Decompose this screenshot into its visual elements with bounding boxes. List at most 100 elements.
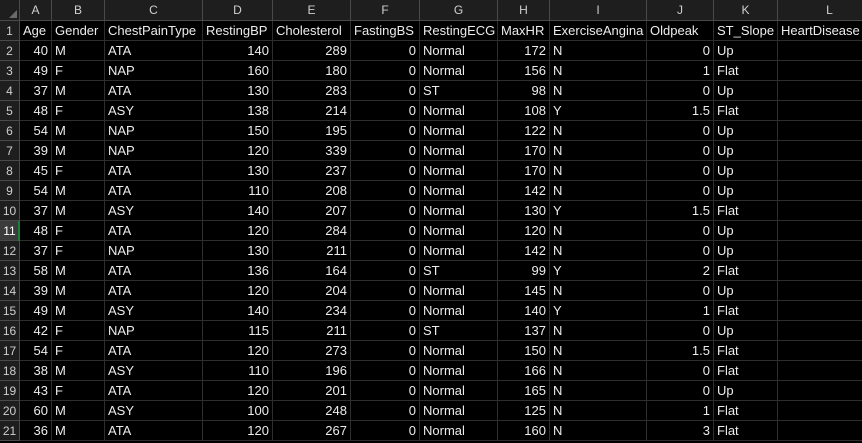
- table-cell[interactable]: 0: [647, 81, 714, 101]
- table-cell[interactable]: 49: [20, 61, 52, 81]
- table-cell[interactable]: M: [52, 181, 105, 201]
- table-cell[interactable]: Y: [550, 101, 647, 121]
- table-cell[interactable]: 0: [778, 381, 862, 401]
- table-cell[interactable]: 0: [351, 161, 420, 181]
- table-cell[interactable]: Y: [550, 201, 647, 221]
- table-cell[interactable]: N: [550, 361, 647, 381]
- table-cell[interactable]: 108: [498, 101, 550, 121]
- table-cell[interactable]: M: [52, 281, 105, 301]
- table-cell[interactable]: 0: [647, 321, 714, 341]
- table-cell[interactable]: 0: [647, 181, 714, 201]
- table-cell[interactable]: N: [550, 321, 647, 341]
- table-cell[interactable]: 125: [498, 401, 550, 421]
- table-cell[interactable]: 0: [778, 341, 862, 361]
- table-cell[interactable]: 164: [273, 261, 351, 281]
- table-cell[interactable]: 284: [273, 221, 351, 241]
- table-cell[interactable]: M: [52, 121, 105, 141]
- table-cell[interactable]: NAP: [105, 61, 203, 81]
- table-cell[interactable]: 0: [351, 61, 420, 81]
- table-cell[interactable]: 40: [20, 41, 52, 61]
- table-cell[interactable]: M: [52, 301, 105, 321]
- table-cell[interactable]: 1: [778, 301, 862, 321]
- column-header-k[interactable]: K: [714, 0, 778, 21]
- table-cell[interactable]: 100: [203, 401, 273, 421]
- table-cell[interactable]: Normal: [420, 101, 498, 121]
- table-cell[interactable]: 211: [273, 321, 351, 341]
- table-cell[interactable]: 54: [20, 181, 52, 201]
- row-header-21[interactable]: 21: [0, 421, 20, 441]
- table-cell[interactable]: 0: [778, 241, 862, 261]
- table-cell[interactable]: Up: [714, 41, 778, 61]
- table-cell[interactable]: 37: [20, 81, 52, 101]
- table-cell[interactable]: 1: [647, 301, 714, 321]
- table-cell[interactable]: F: [52, 381, 105, 401]
- table-cell[interactable]: 99: [498, 261, 550, 281]
- table-cell[interactable]: Normal: [420, 121, 498, 141]
- table-cell[interactable]: F: [52, 221, 105, 241]
- row-header-14[interactable]: 14: [0, 281, 20, 301]
- table-cell[interactable]: 48: [20, 101, 52, 121]
- table-cell[interactable]: M: [52, 421, 105, 441]
- table-cell[interactable]: 0: [351, 261, 420, 281]
- table-cell[interactable]: 110: [203, 361, 273, 381]
- table-cell[interactable]: 120: [203, 421, 273, 441]
- table-cell[interactable]: N: [550, 181, 647, 201]
- header-cell-heartdisease[interactable]: HeartDisease: [778, 21, 862, 41]
- table-cell[interactable]: 48: [20, 221, 52, 241]
- table-cell[interactable]: 137: [498, 321, 550, 341]
- table-cell[interactable]: Up: [714, 161, 778, 181]
- table-cell[interactable]: Up: [714, 121, 778, 141]
- header-cell-restingecg[interactable]: RestingECG: [420, 21, 498, 41]
- table-cell[interactable]: 140: [203, 201, 273, 221]
- table-cell[interactable]: Flat: [714, 301, 778, 321]
- table-cell[interactable]: N: [550, 281, 647, 301]
- table-cell[interactable]: M: [52, 41, 105, 61]
- table-cell[interactable]: 142: [498, 181, 550, 201]
- table-cell[interactable]: M: [52, 261, 105, 281]
- table-cell[interactable]: 120: [203, 221, 273, 241]
- table-cell[interactable]: Normal: [420, 41, 498, 61]
- table-cell[interactable]: M: [52, 401, 105, 421]
- table-cell[interactable]: 3: [647, 421, 714, 441]
- table-cell[interactable]: 0: [351, 341, 420, 361]
- table-cell[interactable]: ASY: [105, 361, 203, 381]
- table-cell[interactable]: 1.5: [647, 341, 714, 361]
- row-header-2[interactable]: 2: [0, 41, 20, 61]
- table-cell[interactable]: 156: [498, 61, 550, 81]
- row-header-17[interactable]: 17: [0, 341, 20, 361]
- table-cell[interactable]: 45: [20, 161, 52, 181]
- table-cell[interactable]: 0: [647, 241, 714, 261]
- table-cell[interactable]: Flat: [714, 361, 778, 381]
- table-cell[interactable]: 1: [778, 421, 862, 441]
- table-cell[interactable]: Normal: [420, 61, 498, 81]
- table-cell[interactable]: 0: [351, 201, 420, 221]
- row-header-13[interactable]: 13: [0, 261, 20, 281]
- table-cell[interactable]: N: [550, 81, 647, 101]
- table-cell[interactable]: 0: [351, 101, 420, 121]
- table-cell[interactable]: 145: [498, 281, 550, 301]
- table-cell[interactable]: 0: [351, 41, 420, 61]
- table-cell[interactable]: 0: [778, 281, 862, 301]
- table-cell[interactable]: 0: [351, 181, 420, 201]
- table-cell[interactable]: 1: [647, 61, 714, 81]
- table-cell[interactable]: 170: [498, 141, 550, 161]
- table-cell[interactable]: Flat: [714, 341, 778, 361]
- table-cell[interactable]: 208: [273, 181, 351, 201]
- table-cell[interactable]: ATA: [105, 41, 203, 61]
- table-cell[interactable]: F: [52, 241, 105, 261]
- table-cell[interactable]: ATA: [105, 381, 203, 401]
- table-cell[interactable]: 0: [351, 221, 420, 241]
- row-header-3[interactable]: 3: [0, 61, 20, 81]
- column-header-a[interactable]: A: [20, 0, 52, 21]
- table-cell[interactable]: 0: [351, 241, 420, 261]
- table-cell[interactable]: 54: [20, 121, 52, 141]
- table-cell[interactable]: 0: [351, 141, 420, 161]
- table-cell[interactable]: 234: [273, 301, 351, 321]
- table-cell[interactable]: 1: [778, 401, 862, 421]
- table-cell[interactable]: 43: [20, 381, 52, 401]
- table-cell[interactable]: 140: [203, 41, 273, 61]
- table-cell[interactable]: 120: [203, 381, 273, 401]
- header-cell-fastingbs[interactable]: FastingBS: [351, 21, 420, 41]
- table-cell[interactable]: 42: [20, 321, 52, 341]
- header-cell-chestpaintype[interactable]: ChestPainType: [105, 21, 203, 41]
